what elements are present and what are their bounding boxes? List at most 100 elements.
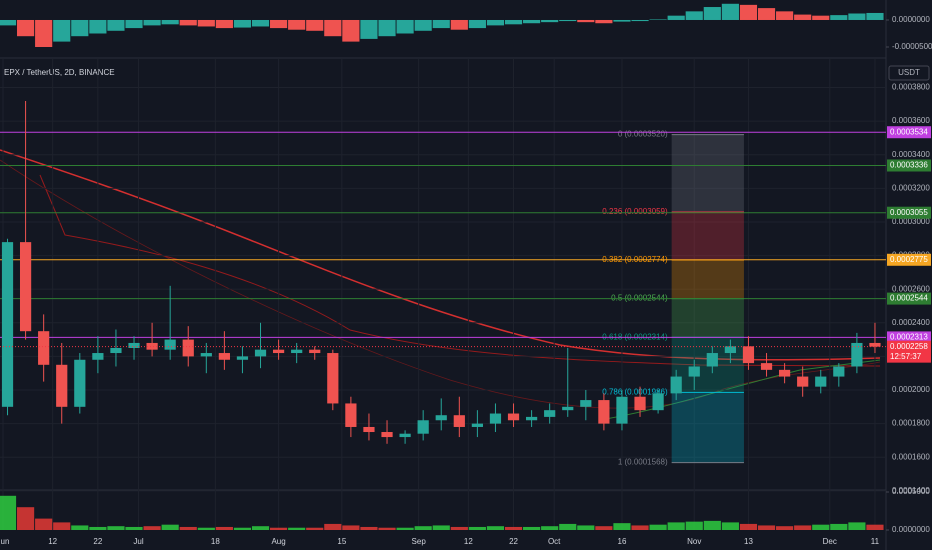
- candle-body: [851, 342, 863, 367]
- oscillator-bar: [306, 19, 324, 31]
- oscillator-bar: [360, 19, 378, 39]
- fib-label: 0.786 (0.0001986): [602, 387, 668, 396]
- candle-body: [489, 413, 502, 424]
- x-tick-label: 12: [464, 537, 473, 546]
- y-tick-label: 0.0000000: [892, 525, 930, 534]
- moving-average: [39, 174, 881, 367]
- volume-bar: [306, 527, 324, 530]
- volume-bar: [71, 525, 89, 530]
- candle-body: [760, 363, 773, 370]
- volume-bar: [613, 523, 631, 530]
- oscillator-bar: [830, 15, 848, 20]
- candle-body: [724, 346, 736, 354]
- fib-label: 0 (0.0003520): [618, 130, 668, 139]
- candle-body: [399, 433, 411, 438]
- candle-body: [544, 410, 556, 417]
- candle-body: [254, 349, 267, 357]
- symbol-title: EPX / TetherUS, 2D, BINANCE: [4, 68, 115, 77]
- volume-bar: [89, 526, 107, 530]
- candle-body: [381, 432, 393, 438]
- fib-zone: [671, 298, 744, 338]
- ribbon: [0, 159, 881, 409]
- volume-bar: [685, 521, 703, 530]
- currency[interactable]: USDT: [898, 68, 920, 77]
- oscillator-bar: [233, 19, 252, 28]
- oscillator-bar: [739, 4, 758, 20]
- y-tick-label: 0.0003200: [892, 183, 930, 192]
- volume-bar: [667, 522, 685, 530]
- candle-body: [182, 339, 194, 357]
- oscillator-bar: [757, 8, 776, 20]
- candle-body: [74, 359, 86, 407]
- candle-body: [327, 353, 339, 404]
- oscillator-bar: [794, 14, 812, 20]
- oscillator-bar: [251, 19, 270, 27]
- oscillator-bar: [288, 19, 306, 30]
- oscillator-bar: [53, 19, 71, 42]
- volume-bar: [541, 526, 559, 530]
- x-tick-label: 11: [871, 537, 880, 546]
- candle-body: [19, 242, 32, 332]
- candle-body: [435, 415, 447, 421]
- candle-body: [688, 366, 700, 377]
- fib-label: 0.618 (0.0002314): [602, 332, 668, 341]
- volume-bar: [161, 524, 179, 530]
- volume-bar: [504, 526, 523, 530]
- candle-body: [1, 242, 14, 407]
- oscillator-bar: [504, 19, 523, 25]
- oscillator-bar: [866, 12, 884, 20]
- candle-body: [562, 406, 574, 411]
- volume-bar: [288, 527, 306, 530]
- candle-body: [507, 413, 520, 421]
- volume-bar: [53, 522, 71, 530]
- oscillator-bar: [414, 19, 432, 31]
- y-tick-label: -0.0000500: [892, 42, 932, 51]
- oscillator-bar: [17, 19, 35, 37]
- oscillator-bar: [179, 19, 197, 26]
- volume-bar: [450, 526, 468, 530]
- volume-bar: [107, 526, 125, 530]
- volume-bar: [812, 524, 830, 530]
- oscillator-bar: [378, 19, 396, 37]
- y-tick-label: 0.0003400: [892, 150, 930, 159]
- oscillator-bar: [107, 19, 125, 31]
- volume-bar: [125, 526, 143, 530]
- volume-bar: [649, 524, 667, 530]
- x-tick-label: Jul: [133, 537, 143, 546]
- oscillator-bar: [559, 19, 577, 22]
- volume-bar: [378, 527, 396, 530]
- y-tick-label: 0.0002000: [892, 385, 930, 394]
- price-tag: [887, 253, 931, 266]
- candle-body: [291, 349, 303, 354]
- oscillator-bar: [613, 19, 631, 22]
- oscillator-bar: [197, 19, 215, 27]
- oscillator-bar: [667, 15, 685, 20]
- candle-body: [56, 364, 68, 407]
- oscillator-bar: [270, 19, 288, 29]
- oscillator-bar: [143, 19, 161, 26]
- volume-bar: [848, 522, 866, 530]
- candle-body: [309, 349, 321, 354]
- y-tick-label: 0.0002600: [892, 284, 930, 293]
- oscillator-bar: [468, 19, 486, 29]
- price-tag-label: 0.0003336: [890, 161, 928, 170]
- x-tick-label: 16: [618, 537, 627, 546]
- fib-zone: [671, 212, 744, 260]
- volume-bar: [35, 518, 53, 530]
- oscillator-bar: [577, 19, 595, 23]
- fib-zone: [671, 134, 744, 213]
- volume-bar: [739, 523, 758, 530]
- volume-bar: [342, 525, 360, 530]
- price-tag: [887, 292, 931, 305]
- volume-bar: [233, 527, 252, 530]
- candle-body: [453, 415, 465, 427]
- oscillator-bar: [486, 19, 505, 26]
- oscillator-bar: [71, 19, 89, 37]
- candle-body: [236, 356, 249, 360]
- countdown: 12:57:37: [890, 352, 922, 361]
- currency-box[interactable]: [888, 65, 930, 81]
- candle-body: [706, 353, 718, 367]
- y-tick-label: 0.0003800: [892, 83, 930, 92]
- x-tick-label: Oct: [548, 537, 561, 546]
